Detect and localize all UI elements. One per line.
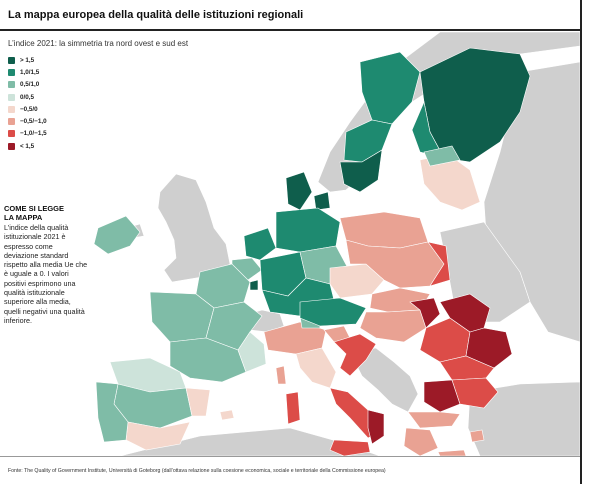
- map-subtitle: L’indice 2021: la simmetria tra nord ove…: [8, 39, 189, 48]
- region-turkey: [467, 381, 580, 456]
- region-balearics: [219, 409, 235, 421]
- region-crete: [437, 449, 467, 456]
- legend-label: > 1,5: [20, 56, 35, 64]
- legend-item: −1,0/−1,5: [8, 128, 47, 140]
- region-sicily: [329, 439, 371, 456]
- legend-label: −0,5/0: [20, 105, 38, 113]
- region-croatia: [333, 333, 377, 377]
- region-netherlands: [243, 227, 277, 261]
- region-sardinia: [285, 391, 301, 425]
- legend-label: < 1,5: [20, 142, 35, 150]
- legend-swatch: [8, 68, 15, 76]
- region-france-south: [169, 337, 247, 383]
- legend-item: −0,5/0: [8, 103, 47, 115]
- europe-map: [93, 32, 580, 456]
- region-italy-calabria: [367, 409, 385, 445]
- region-corsica: [275, 365, 287, 385]
- region-austria: [299, 297, 367, 327]
- legend-swatch: [8, 130, 15, 138]
- region-bulgaria-east: [451, 377, 499, 409]
- legend-label: 0,5/1,0: [20, 81, 40, 89]
- legend-swatch: [8, 81, 15, 89]
- legend-item: 1,0/1,5: [8, 66, 47, 78]
- how-to-read-box: COME SI LEGGE LA MAPPA L’indice della qu…: [4, 204, 120, 325]
- region-greece-north: [407, 411, 461, 429]
- region-italy-centre: [295, 347, 337, 389]
- region-poland-east: [427, 241, 451, 287]
- legend-item: −0,5/−1,0: [8, 115, 47, 127]
- legend-swatch: [8, 142, 15, 150]
- legend-item: 0/0,5: [8, 91, 47, 103]
- region-north-africa: [119, 427, 381, 456]
- right-border: [580, 0, 582, 484]
- region-sweden-north: [359, 51, 421, 125]
- footer-divider: [0, 456, 580, 457]
- legend-swatch: [8, 105, 15, 113]
- region-hungary-northeast: [409, 297, 441, 329]
- legend-label: 0/0,5: [20, 93, 35, 101]
- region-spain-east: [185, 387, 211, 417]
- region-romania-south: [439, 355, 495, 381]
- region-sweden-south: [339, 149, 383, 193]
- region-france-southeast: [237, 331, 267, 373]
- region-denmark: [285, 171, 313, 211]
- region-portugal: [95, 381, 129, 443]
- region-western-balkans: [349, 347, 419, 413]
- region-estonia: [423, 145, 461, 167]
- region-hungary: [359, 309, 427, 343]
- region-luxembourg: [249, 279, 259, 291]
- legend-swatch: [8, 93, 15, 101]
- region-greece-south: [403, 427, 439, 456]
- region-aegean-islands: [469, 429, 485, 443]
- title-divider: [0, 29, 580, 31]
- how-to-read-heading: COME SI LEGGE LA MAPPA: [4, 204, 65, 222]
- map-legend: > 1,5 1,0/1,5 0,5/1,0 0/0,5 −0,5/0 −0,5/…: [8, 54, 47, 152]
- region-ireland: [93, 215, 141, 255]
- region-germany-north: [275, 207, 341, 253]
- how-to-read-text: L’indice della qualità istituzionale 202…: [4, 223, 88, 325]
- legend-label: −1,0/−1,5: [20, 130, 47, 138]
- legend-item: > 1,5: [8, 54, 47, 66]
- legend-label: 1,0/1,5: [20, 68, 40, 76]
- source-note: Fonte: The Quality of Government Institu…: [8, 468, 386, 474]
- legend-swatch: [8, 118, 15, 126]
- region-denmark-islands: [313, 191, 331, 211]
- region-bulgaria-west: [423, 379, 461, 413]
- legend-label: −0,5/−1,0: [20, 118, 47, 126]
- legend-item: 0,5/1,0: [8, 79, 47, 91]
- legend-item: < 1,5: [8, 140, 47, 152]
- region-great-britain: [157, 173, 231, 283]
- page-title: La mappa europea della qualità delle ist…: [8, 9, 304, 21]
- legend-swatch: [8, 56, 15, 64]
